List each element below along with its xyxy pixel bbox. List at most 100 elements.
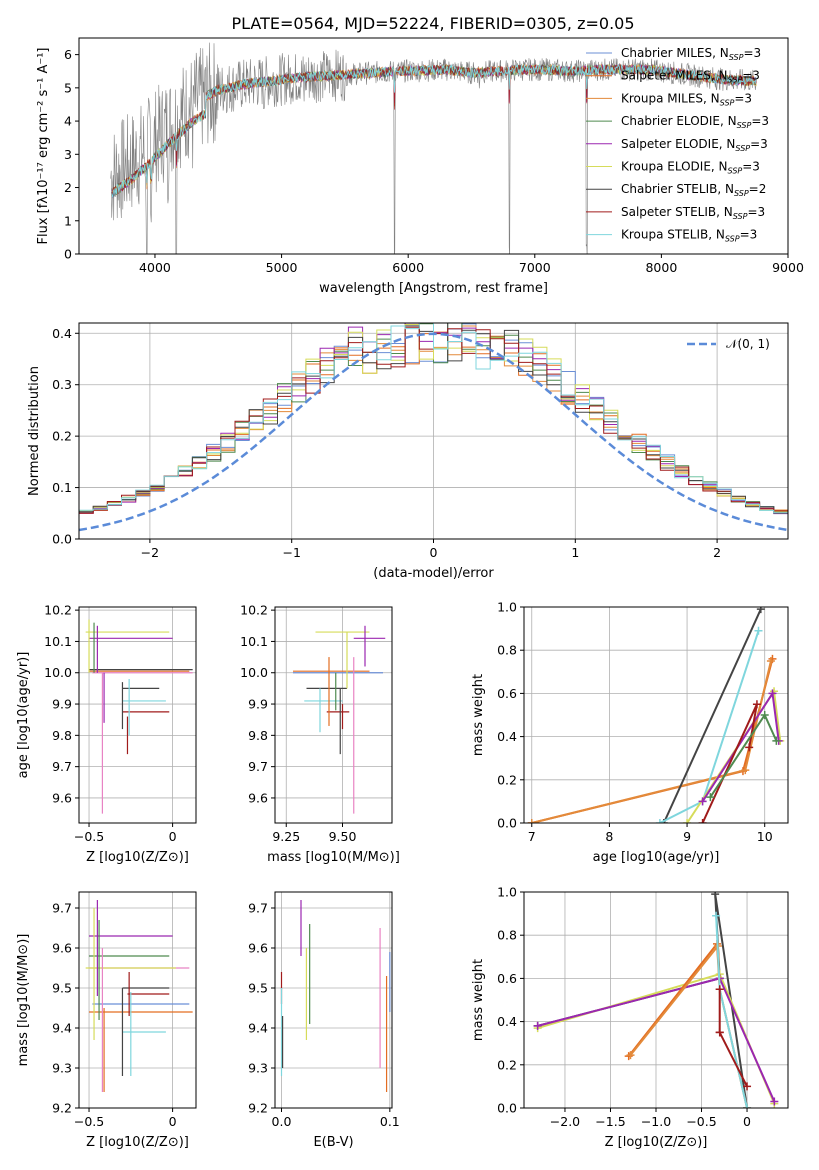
panel-mass-weight-vs-Z: −2.0 −1.5 −1.0 −0.5 0 0.0 0.2 0.4 0.6 0.8 1.0 Z [lo… — [471, 885, 789, 1150]
legend-label: Kroupa MILES, NSSP=3 — [621, 91, 752, 107]
panel-spectrum: Chabrier MILES, NSSP=3 Salpeter MILES, NS… — [36, 37, 804, 296]
axes-frame — [78, 37, 789, 255]
x-axis-label: Z [log10(Z/Z⊙)] — [605, 1135, 708, 1150]
x-tick-label: −0.5 — [74, 829, 104, 844]
weight-point — [743, 1082, 752, 1091]
y-tick-label: 9.8 — [52, 728, 72, 743]
y-tick-label: 0.1 — [52, 480, 72, 495]
x-tick-label: −1.5 — [595, 1114, 625, 1129]
y-tick-label: 0.4 — [497, 729, 517, 744]
gaussian-curve — [79, 332, 788, 532]
y-tick-label: 0.0 — [497, 816, 517, 831]
weight-line-4 — [629, 943, 721, 1056]
model-line-7 — [111, 63, 757, 195]
weight-point — [752, 700, 761, 709]
y-tick-label: 0.8 — [497, 928, 517, 943]
plots: Chabrier MILES, NSSP=3 Salpeter MILES, NS… — [16, 37, 804, 1150]
x-tick-label: 4000 — [139, 260, 171, 275]
weight-point — [766, 657, 775, 665]
weight-point — [712, 911, 721, 920]
y-tick-label: 9.2 — [52, 1101, 72, 1116]
x-axis-label: (data-model)/error — [373, 566, 494, 581]
residual-hist-5 — [79, 324, 788, 512]
legend-label: Chabrier ELODIE, NSSP=3 — [621, 114, 769, 130]
y-tick-label: 9.5 — [52, 981, 72, 996]
axes-frame — [274, 606, 393, 824]
x-tick-label: 0 — [743, 1114, 751, 1129]
weight-point — [624, 1052, 633, 1061]
weight-point — [527, 819, 536, 823]
weight-point — [772, 736, 781, 745]
x-tick-label: 9 — [683, 829, 691, 844]
weight-point — [711, 892, 720, 899]
y-tick-label: 0.2 — [497, 772, 517, 787]
y-tick-label: 2 — [64, 180, 72, 195]
y-tick-label: 9.7 — [52, 901, 72, 916]
x-tick-label: 9000 — [772, 260, 804, 275]
legend-label: Chabrier MILES, NSSP=3 — [621, 46, 761, 62]
y-tick-label: 9.7 — [248, 901, 268, 916]
model-line-0 — [111, 63, 757, 197]
x-tick-label: 7000 — [519, 260, 551, 275]
x-tick-label: 7 — [528, 829, 536, 844]
figure-title: PLATE=0564, MJD=52224, FIBERID=0305, z=0… — [231, 14, 634, 33]
axes-frame — [78, 891, 197, 1109]
y-tick-label: 9.3 — [52, 1061, 72, 1076]
x-tick-label: 2 — [713, 545, 721, 560]
model-line-8 — [111, 63, 757, 198]
panel-mass-weight-vs-age: 7 8 9 10 0.0 0.2 0.4 0.6 0.8 1.0 age [log10(age/yr… — [471, 600, 789, 865]
y-tick-label: 0.0 — [52, 532, 72, 547]
weight-point — [626, 1051, 635, 1060]
y-tick-label: 9.6 — [248, 941, 268, 956]
y-tick-label: 9.6 — [52, 941, 72, 956]
y-tick-label: 9.6 — [248, 790, 268, 805]
plot-area — [85, 619, 193, 814]
weight-point — [741, 766, 750, 775]
x-axis-label: wavelength [Angstrom, rest frame] — [319, 281, 548, 296]
axes-frame — [523, 606, 789, 824]
y-tick-label: 9.9 — [52, 697, 72, 712]
y-axis-label: mass [log10(M/M⊙)] — [16, 934, 31, 1067]
weight-line-0 — [531, 658, 774, 823]
weight-point — [715, 985, 724, 994]
model-line-1 — [111, 63, 757, 197]
plot-area — [79, 323, 788, 532]
x-tick-label: 0 — [169, 1114, 177, 1129]
y-tick-label: 10.0 — [44, 665, 72, 680]
y-tick-label: 5 — [64, 80, 72, 95]
y-tick-label: 9.9 — [248, 697, 268, 712]
y-tick-label: 0.6 — [497, 686, 517, 701]
y-tick-label: 10.2 — [44, 603, 72, 618]
y-tick-label: 0.8 — [497, 643, 517, 658]
x-tick-label: 1 — [571, 545, 579, 560]
x-tick-label: −0.5 — [686, 1114, 716, 1129]
panel-mass-vs-ebv: 0.0 0.1 9.2 9.3 9.4 9.5 9.6 9.7 E(B-V) — [248, 891, 400, 1150]
y-axis-label: Flux [fλ10⁻¹⁷ erg cm⁻² s⁻¹ A⁻¹] — [36, 48, 51, 245]
weight-line-6 — [701, 703, 758, 823]
weight-point — [760, 711, 769, 719]
y-tick-label: 1.0 — [497, 600, 517, 615]
panel-mass-vs-Z: −0.5 0 9.2 9.3 9.4 9.5 9.6 9.7 Z [log10(Z/Z⊙)] ma… — [16, 891, 197, 1150]
model-line-6 — [111, 64, 757, 198]
y-tick-label: 0.2 — [497, 1057, 517, 1072]
y-axis-label: age [log10(age/yr)] — [16, 652, 31, 779]
y-tick-label: 1.0 — [497, 885, 517, 900]
y-axis-label: mass weight — [471, 674, 486, 756]
weight-point — [698, 797, 707, 806]
weight-point — [768, 689, 777, 698]
x-axis-label: Z [log10(Z/Z⊙)] — [86, 850, 189, 865]
weight-point — [683, 819, 692, 823]
x-tick-label: 9.25 — [272, 829, 300, 844]
weight-line-3 — [659, 630, 760, 823]
legend-label: Salpeter STELIB, NSSP=3 — [621, 205, 765, 221]
legend-label: Salpeter MILES, NSSP=3 — [621, 69, 760, 85]
legend-label: Chabrier STELIB, NSSP=2 — [621, 182, 766, 198]
weight-point — [743, 1104, 752, 1108]
plot-area — [533, 892, 779, 1108]
y-tick-label: 10.2 — [240, 603, 268, 618]
y-tick-label: 0.0 — [497, 1101, 517, 1116]
x-tick-label: −2 — [141, 545, 159, 560]
y-tick-label: 0.4 — [52, 326, 72, 341]
x-axis-label: age [log10(age/yr)] — [593, 850, 720, 865]
